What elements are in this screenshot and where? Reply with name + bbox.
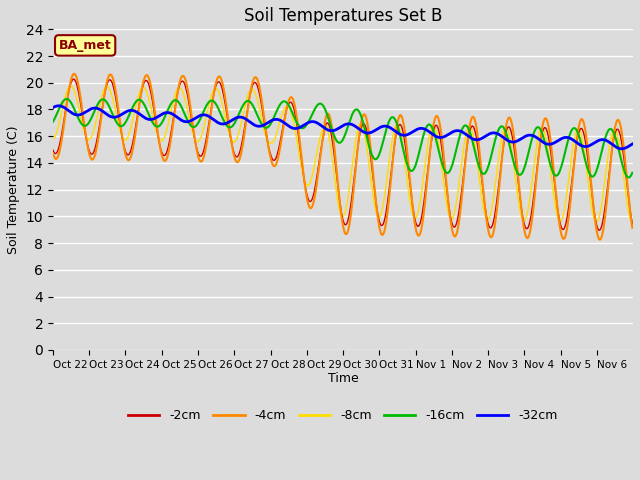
X-axis label: Time: Time <box>328 372 358 385</box>
Text: BA_met: BA_met <box>59 39 111 52</box>
Title: Soil Temperatures Set B: Soil Temperatures Set B <box>244 7 442 25</box>
Y-axis label: Soil Temperature (C): Soil Temperature (C) <box>7 125 20 254</box>
Legend: -2cm, -4cm, -8cm, -16cm, -32cm: -2cm, -4cm, -8cm, -16cm, -32cm <box>124 404 563 427</box>
